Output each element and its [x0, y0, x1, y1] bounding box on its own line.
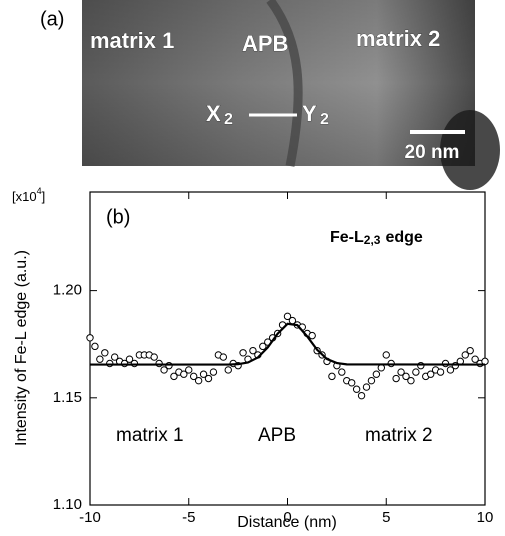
data-point [125, 355, 134, 363]
x-tick-label: 10 [477, 509, 494, 526]
data-point [328, 372, 336, 381]
multiplier: [x104] [12, 186, 45, 204]
y-tick-label: 1.20 [53, 282, 82, 299]
apb-band [266, 0, 303, 167]
data-point [347, 379, 356, 387]
region-label: APB [258, 425, 296, 446]
data-point [96, 355, 104, 363]
multiplier-close: ] [42, 189, 46, 204]
data-point [189, 372, 198, 381]
data-point [446, 366, 455, 374]
plot-frame [89, 191, 486, 506]
region-label: APB [242, 31, 288, 56]
point-label-sub: 2 [320, 111, 329, 128]
data-point [91, 342, 99, 351]
x-tick-label: 0 [283, 509, 291, 526]
x-tick-label: -10 [79, 509, 101, 526]
annotation-main: Fe-L [330, 229, 364, 246]
chart: [x104] (b) Fe-L2,3 edge matrix 1 APB matr… [12, 186, 493, 531]
data-point [101, 349, 109, 357]
data-point [259, 342, 267, 351]
region-label: matrix 2 [356, 26, 440, 51]
data-point [471, 355, 479, 363]
data-point [382, 351, 390, 359]
region-label: matrix 1 [116, 425, 184, 446]
data-point [412, 368, 420, 376]
annotation: Fe-L2,3 edge [330, 229, 423, 247]
scale-bar-label: 20 nm [405, 142, 460, 163]
data-point [466, 346, 474, 355]
data-point [283, 312, 292, 321]
data-point [426, 370, 435, 378]
panel-label: (a) [40, 8, 64, 30]
data-point [219, 353, 228, 361]
tem-image: (a) matrix 1 APB matrix 2 X 2 Y 2 20 nm [40, 0, 500, 190]
data-point [249, 346, 257, 355]
y-axis-label: Intensity of Fe-L edge (a.u.) [13, 250, 30, 446]
data-point [377, 364, 386, 372]
data-point [239, 349, 247, 357]
multiplier-base: [x10 [12, 189, 37, 204]
tem-shading [82, 0, 475, 166]
data-point [110, 353, 119, 361]
data-point [436, 368, 445, 376]
data-point [86, 334, 94, 342]
data-point [180, 370, 188, 378]
data-point [160, 366, 168, 374]
data-point [170, 372, 178, 381]
annotation-tail: edge [385, 229, 422, 246]
data-point [194, 376, 203, 385]
data-point [224, 366, 232, 374]
region-label: matrix 1 [90, 28, 174, 53]
data-point [308, 331, 316, 340]
multiplier-exp: 4 [37, 186, 42, 196]
x-axis-label: Distance (nm) [237, 514, 337, 531]
data-point [461, 351, 469, 359]
data-point [185, 366, 193, 374]
x-tick-label: 5 [382, 509, 390, 526]
y-tick-label: 1.10 [53, 496, 82, 513]
data-point [372, 370, 381, 378]
annotation-sub: 2,3 [364, 233, 381, 247]
data-point [397, 368, 405, 376]
data-point [352, 385, 361, 393]
data-point [209, 368, 218, 376]
point-label: Y [302, 101, 317, 126]
point-label: X [206, 101, 221, 126]
region-label: matrix 2 [365, 425, 433, 446]
y-tick-label: 1.15 [53, 389, 82, 406]
point-label-sub: 2 [224, 111, 233, 128]
data-point [392, 374, 400, 383]
data-point [402, 372, 410, 381]
data-point [362, 383, 371, 391]
data-point [407, 376, 415, 385]
x-tick-label: -5 [182, 509, 195, 526]
data-point [338, 368, 346, 376]
data-point [204, 374, 213, 383]
data-point [357, 391, 366, 400]
data-point [199, 370, 208, 378]
data-point [367, 376, 376, 385]
fit-line [90, 322, 486, 366]
data-point [150, 353, 158, 361]
panel-label: (b) [106, 206, 130, 228]
